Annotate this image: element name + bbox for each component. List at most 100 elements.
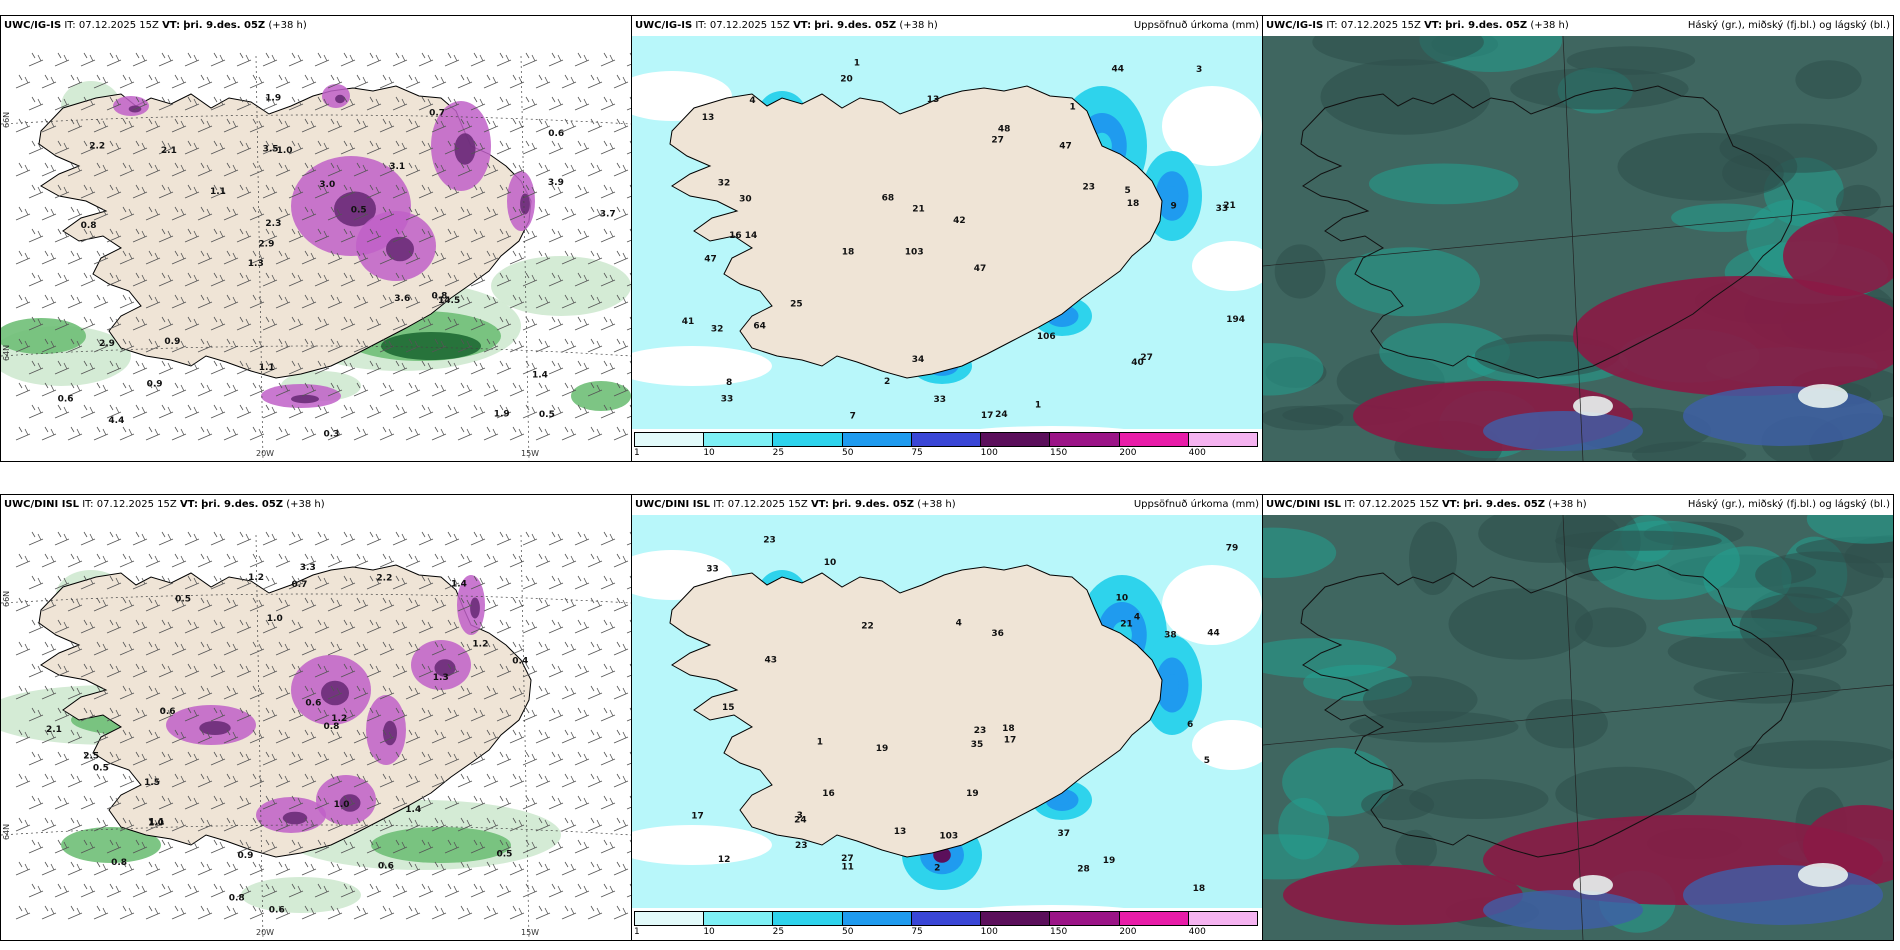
high-cloud-patch bbox=[1835, 184, 1881, 219]
wind-barb bbox=[600, 96, 616, 111]
wind-barb bbox=[522, 575, 538, 590]
wind-barb bbox=[262, 531, 278, 546]
vt-label: VT: bbox=[179, 499, 198, 510]
legend-swatch bbox=[635, 912, 705, 925]
wind-barb bbox=[314, 619, 330, 634]
wind-barb bbox=[67, 773, 83, 788]
wind-barb bbox=[535, 817, 551, 832]
wind-barb bbox=[353, 382, 369, 397]
wind-barb bbox=[561, 685, 577, 700]
wind-barb bbox=[522, 619, 538, 634]
cloud-panel-dini-isl: UWC/DINI ISL IT: 07.12.2025 15Z VT: þri.… bbox=[1262, 494, 1894, 941]
wind-value-labels: 0.8 1.4 0.5 1.2 1.0 0.6 1.5 1.1 0.4 1.3 2.5 3.3 1.4 0… bbox=[46, 563, 528, 916]
wind-barb bbox=[392, 96, 408, 111]
wind-barb bbox=[54, 839, 70, 854]
wind-barb bbox=[340, 663, 356, 678]
high-cloud-patch bbox=[1555, 766, 1697, 821]
precip-core bbox=[335, 94, 345, 104]
wind-barb bbox=[210, 883, 226, 898]
precip-value-label: 33 bbox=[1216, 204, 1229, 214]
precip-patch bbox=[113, 96, 149, 116]
legend-swatch bbox=[981, 433, 1051, 446]
wind-barb bbox=[366, 140, 382, 155]
wind-value-label: 2.9 bbox=[258, 240, 274, 250]
wind-barb bbox=[392, 795, 408, 810]
wind-barb bbox=[418, 52, 434, 67]
precip-patch bbox=[322, 84, 350, 108]
wind-barb bbox=[405, 597, 421, 612]
wind-barb bbox=[600, 751, 616, 766]
lat-label-66n: 66N bbox=[2, 112, 11, 128]
wind-barb bbox=[509, 597, 525, 612]
wind-barb bbox=[132, 707, 148, 722]
precip-value-label: 3 bbox=[797, 811, 803, 821]
wind-value-label: 0.9 bbox=[147, 379, 163, 389]
wind-barb bbox=[119, 729, 135, 744]
wind-value-label: 0.7 bbox=[292, 580, 308, 590]
wind-barb bbox=[483, 553, 499, 568]
wind-barb bbox=[379, 250, 395, 265]
wind-barb bbox=[288, 707, 304, 722]
wind-barb bbox=[80, 316, 96, 331]
wind-barb bbox=[158, 619, 174, 634]
wind-barb bbox=[600, 707, 616, 722]
wind-barb bbox=[184, 228, 200, 243]
wind-barb bbox=[405, 905, 421, 920]
wind-barb bbox=[405, 250, 421, 265]
wind-value-label: 0.6 bbox=[548, 129, 564, 139]
wind-value-label: 2.1 bbox=[161, 146, 177, 156]
cloud-map bbox=[1263, 36, 1893, 461]
wind-barb bbox=[171, 294, 187, 309]
wind-barb bbox=[392, 531, 408, 546]
wind-barb bbox=[431, 905, 447, 920]
wind-barb bbox=[626, 52, 631, 67]
wind-barb bbox=[457, 382, 473, 397]
wind-barb bbox=[15, 553, 31, 568]
wind-barb bbox=[171, 597, 187, 612]
precip-value-label: 16 bbox=[729, 231, 742, 241]
wind-barb bbox=[249, 773, 265, 788]
wind-barb bbox=[574, 272, 590, 287]
wind-barb bbox=[145, 905, 161, 920]
wind-barb bbox=[327, 641, 343, 656]
legend-tick-label: 150 bbox=[1050, 448, 1068, 458]
wind-barb bbox=[418, 140, 434, 155]
precip-core bbox=[321, 680, 349, 706]
precip-value-label: 13 bbox=[927, 95, 940, 105]
high-cloud-patch bbox=[1575, 607, 1647, 648]
wind-barb bbox=[54, 663, 70, 678]
wind-value-label: 0.8 bbox=[432, 292, 448, 302]
high-cloud-patch bbox=[1278, 797, 1330, 860]
wind-panel-ig-is: UWC/IG-IS IT: 07.12.2025 15Z VT: þri. 9.… bbox=[0, 15, 632, 462]
wind-barb bbox=[418, 795, 434, 810]
wind-barb bbox=[236, 404, 252, 419]
wind-barb bbox=[626, 751, 631, 766]
parallel-line bbox=[1, 593, 631, 604]
wind-barb bbox=[535, 338, 551, 353]
clear-area bbox=[1573, 396, 1613, 416]
precip-core bbox=[334, 191, 376, 227]
wind-barb bbox=[171, 162, 187, 177]
wind-barb bbox=[444, 184, 460, 199]
wind-barb bbox=[262, 404, 278, 419]
cloud-panel-ig-is: UWC/IG-IS IT: 07.12.2025 15Z VT: þri. 9.… bbox=[1262, 15, 1894, 462]
dry-area bbox=[1162, 565, 1262, 645]
wind-barb bbox=[145, 118, 161, 133]
precip-value-label: 13 bbox=[894, 827, 907, 837]
wind-barb bbox=[379, 597, 395, 612]
wind-barb bbox=[54, 619, 70, 634]
precip-value-label: 27 bbox=[841, 854, 854, 864]
wind-barb bbox=[613, 382, 629, 397]
wind-barb bbox=[327, 426, 343, 441]
wind-barb bbox=[41, 250, 57, 265]
precip-value-label: 40 bbox=[1131, 358, 1144, 368]
wind-value-label: 0.8 bbox=[324, 722, 340, 732]
precip-zone-core bbox=[1165, 674, 1179, 696]
wind-barb bbox=[444, 360, 460, 375]
wind-barb bbox=[561, 817, 577, 832]
precip-core bbox=[454, 133, 476, 165]
wind-barb bbox=[275, 729, 291, 744]
wind-barb bbox=[288, 883, 304, 898]
lead-time: (+38 h) bbox=[1530, 20, 1569, 31]
precip-panel-dini-isl: UWC/DINI ISL IT: 07.12.2025 15Z VT: þri.… bbox=[631, 494, 1263, 941]
